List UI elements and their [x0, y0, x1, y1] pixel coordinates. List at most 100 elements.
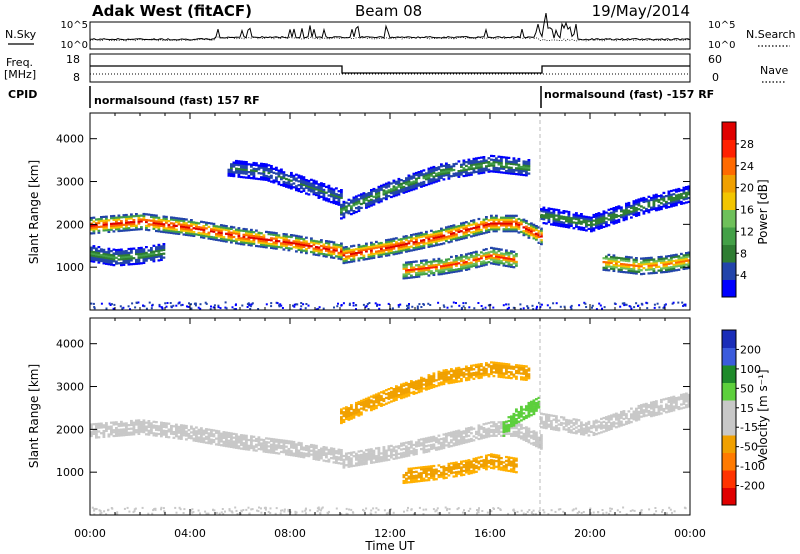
heatmap-cell — [322, 243, 326, 246]
heatmap-cell — [182, 229, 186, 232]
heatmap-cell — [620, 210, 623, 213]
heatmap-cell — [512, 427, 516, 430]
heatmap-cell — [422, 443, 426, 446]
heatmap-cell — [185, 426, 188, 430]
heatmap-cell — [460, 224, 463, 227]
heatmap-cell — [275, 172, 278, 175]
heatmap-cell — [470, 223, 473, 226]
heatmap-cell — [352, 455, 356, 458]
heatmap-cell — [432, 264, 436, 267]
heatmap-cell — [610, 256, 613, 259]
heatmap-cell — [367, 201, 371, 204]
heatmap-cell — [420, 438, 423, 441]
heatmap-cell — [255, 177, 258, 180]
heatmap-cell — [240, 162, 243, 165]
heatmap-cell — [440, 233, 443, 236]
heatmap-cell — [162, 229, 166, 232]
heatmap-cell — [635, 270, 638, 273]
heatmap-cell — [182, 227, 186, 230]
heatmap-cell — [292, 454, 296, 457]
heatmap-cell — [425, 263, 428, 266]
heatmap-cell — [515, 220, 518, 223]
heatmap-cell — [532, 235, 536, 238]
heatmap-cell — [181, 303, 184, 306]
heatmap-cell — [390, 448, 393, 451]
heatmap-cell — [235, 439, 238, 442]
heatmap-cell — [415, 275, 418, 279]
heatmap-cell — [97, 261, 101, 264]
heatmap-cell — [460, 235, 463, 239]
heatmap-cell — [527, 433, 531, 436]
heatmap-cell — [370, 200, 373, 203]
heatmap-cell — [225, 439, 228, 442]
heatmap-cell — [685, 252, 688, 255]
heatmap-cell — [352, 211, 356, 215]
heatmap-cell — [395, 244, 398, 248]
heatmap-cell — [612, 254, 616, 257]
heatmap-cell — [655, 265, 658, 269]
heatmap-cell — [267, 445, 271, 448]
heatmap-cell — [317, 451, 321, 454]
heatmap-cell — [370, 459, 373, 463]
heatmap-cell — [497, 228, 501, 231]
heatmap-cell — [202, 226, 206, 230]
heatmap-cell — [392, 450, 396, 453]
heatmap-cell — [500, 165, 503, 168]
heatmap-cell — [410, 181, 413, 184]
heatmap-cell — [427, 465, 431, 468]
heatmap-cell — [227, 443, 231, 446]
heatmap-cell — [117, 226, 121, 229]
heatmap-cell — [370, 399, 373, 402]
heatmap-cell — [497, 167, 501, 170]
heatmap-cell — [212, 306, 215, 309]
heatmap-cell — [577, 220, 581, 223]
heatmap-cell — [272, 171, 276, 174]
heatmap-cell — [467, 438, 471, 441]
heatmap-cell — [100, 259, 103, 263]
heatmap-cell — [442, 445, 446, 448]
heatmap-cell — [295, 246, 298, 249]
heatmap-cell — [225, 307, 228, 310]
heatmap-cell — [437, 166, 441, 169]
heatmap-cell — [193, 302, 196, 305]
heatmap-cell — [565, 210, 568, 213]
heatmap-cell — [505, 226, 508, 229]
heatmap-cell — [92, 423, 96, 426]
heatmap-cell — [310, 445, 313, 449]
heatmap-cell — [667, 270, 671, 273]
heatmap-cell — [462, 267, 466, 270]
heatmap-cell — [362, 398, 366, 401]
heatmap-cell — [237, 169, 241, 173]
nsky-label: N.Sky — [5, 28, 37, 41]
heatmap-cell — [315, 444, 318, 448]
heatmap-cell — [492, 467, 496, 470]
heatmap-cell — [495, 216, 498, 219]
heatmap-cell — [332, 250, 336, 254]
heatmap-cell — [440, 269, 443, 272]
heatmap-cell — [272, 447, 276, 451]
heatmap-cell — [275, 176, 278, 179]
heatmap-cell — [395, 241, 398, 244]
heatmap-cell — [600, 217, 603, 220]
heatmap-cell — [435, 468, 438, 471]
heatmap-cell — [157, 243, 161, 247]
heatmap-cell — [225, 240, 228, 243]
heatmap-cell — [312, 189, 316, 192]
heatmap-cell — [450, 234, 453, 237]
heatmap-cell — [277, 438, 281, 442]
heatmap-cell — [392, 191, 396, 194]
heatmap-cell — [420, 181, 423, 184]
heatmap-cell — [267, 164, 271, 167]
heatmap-cell — [467, 463, 471, 466]
heatmap-cell — [300, 305, 303, 308]
heatmap-cell — [400, 442, 403, 445]
heatmap-cell — [660, 271, 663, 274]
heatmap-cell — [470, 164, 473, 167]
heatmap-cell — [467, 459, 471, 462]
heatmap-cell — [647, 266, 651, 269]
heatmap-cell — [417, 442, 421, 445]
heatmap-cell — [357, 408, 361, 411]
heatmap-cell — [625, 263, 628, 266]
heatmap-cell — [475, 250, 478, 253]
